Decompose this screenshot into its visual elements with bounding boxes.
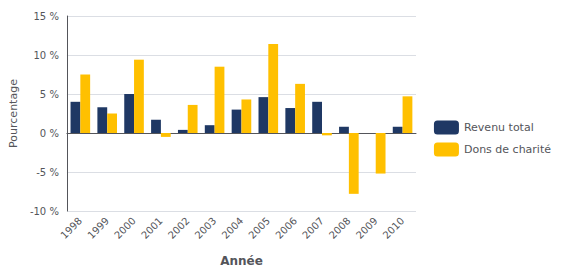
svg-text:2009: 2009: [354, 215, 380, 241]
svg-text:15 %: 15 %: [34, 11, 59, 22]
svg-text:2006: 2006: [273, 215, 299, 241]
svg-text:2007: 2007: [300, 215, 326, 241]
svg-text:Revenu total: Revenu total: [464, 121, 534, 134]
svg-text:2004: 2004: [220, 215, 246, 241]
svg-text:Dons de charité: Dons de charité: [464, 143, 551, 156]
svg-text:-5 %: -5 %: [36, 167, 59, 178]
svg-text:-10 %: -10 %: [30, 206, 59, 217]
svg-text:2000: 2000: [112, 215, 138, 241]
svg-text:2008: 2008: [327, 215, 353, 241]
svg-text:2010: 2010: [381, 215, 407, 241]
svg-text:1998: 1998: [58, 215, 84, 241]
svg-text:2005: 2005: [246, 215, 272, 241]
svg-text:Année: Année: [220, 254, 263, 268]
svg-text:5 %: 5 %: [40, 89, 59, 100]
svg-text:2003: 2003: [193, 215, 219, 241]
svg-text:2002: 2002: [166, 215, 192, 241]
svg-text:1999: 1999: [85, 215, 111, 241]
svg-text:10 %: 10 %: [34, 50, 59, 61]
svg-text:2001: 2001: [139, 215, 165, 241]
svg-text:0 %: 0 %: [40, 128, 59, 139]
svg-text:Pourcentage: Pourcentage: [7, 79, 20, 148]
